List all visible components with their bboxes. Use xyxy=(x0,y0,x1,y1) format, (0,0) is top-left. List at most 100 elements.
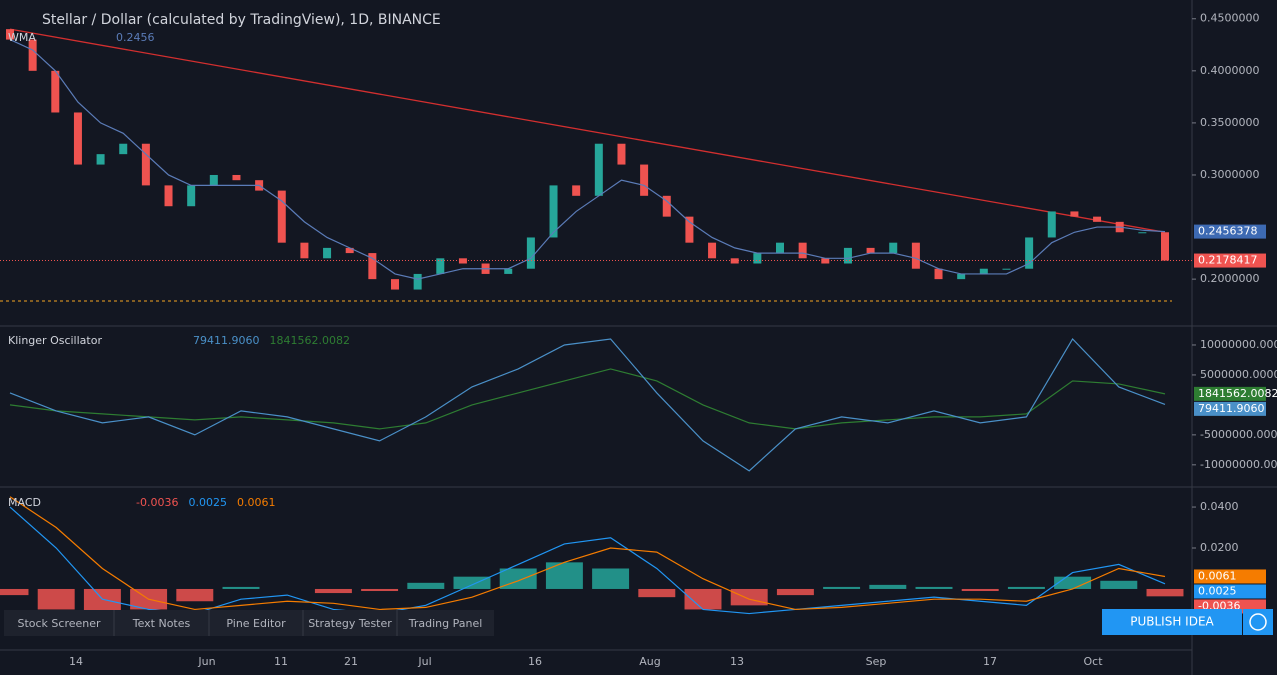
y-tick-label: 0.4500000 xyxy=(1200,12,1260,25)
candle-body xyxy=(866,247,875,254)
price-badge-label: 0.0061 xyxy=(1198,569,1237,582)
candle-body xyxy=(164,185,173,207)
candle-body xyxy=(594,143,603,196)
histogram-bar xyxy=(361,588,399,592)
legend-value: -0.0036 xyxy=(136,496,178,509)
histogram-bar xyxy=(0,588,29,596)
price-badge-label: 0.0025 xyxy=(1198,584,1237,597)
price-badge xyxy=(1194,584,1266,599)
x-tick-label: 21 xyxy=(344,655,358,668)
x-tick-label: Aug xyxy=(639,655,660,668)
candle-body xyxy=(119,143,128,155)
legend-value: 0.0061 xyxy=(237,496,276,509)
candle-body xyxy=(6,29,14,40)
price-badge-label: 0.2456378 xyxy=(1198,225,1258,238)
tab[interactable]: Strategy Tester xyxy=(308,617,392,630)
legend-value: 1841562.0082 xyxy=(269,334,349,347)
candle-body xyxy=(1070,211,1079,217)
candle-body xyxy=(934,268,943,280)
histogram-bar xyxy=(776,588,814,596)
play-button[interactable] xyxy=(1243,609,1273,635)
candle-body xyxy=(1025,237,1034,269)
y-tick-label: 5000000.0000 xyxy=(1200,368,1277,381)
y-tick-label: 0.2000000 xyxy=(1200,272,1260,285)
candle-body xyxy=(232,174,241,181)
candle-body xyxy=(413,273,422,290)
y-tick-label: 0.0200 xyxy=(1200,541,1239,554)
histogram-bar xyxy=(592,568,630,589)
price-badge xyxy=(1194,401,1266,416)
legend-value: 0.0025 xyxy=(188,496,227,509)
candle-body xyxy=(549,185,558,238)
candle-body xyxy=(209,174,218,186)
publish-button[interactable] xyxy=(1102,609,1242,635)
symbol-title[interactable]: Stellar / Dollar (calculated by TradingV… xyxy=(42,12,441,28)
candle-body xyxy=(277,190,286,243)
candle-body xyxy=(1093,216,1102,222)
legend-value: 0.2456 xyxy=(116,31,155,44)
tab[interactable]: Stock Screener xyxy=(17,617,101,630)
candle-body xyxy=(391,279,399,290)
macd-line xyxy=(9,496,1166,611)
candle-body xyxy=(979,268,988,274)
histogram-bar xyxy=(823,586,861,589)
histogram-bar xyxy=(83,588,121,614)
y-tick-label: 0.3000000 xyxy=(1200,168,1260,181)
wma-line xyxy=(9,39,1166,280)
y-tick-label: 0.0400 xyxy=(1200,500,1239,513)
candle-body xyxy=(572,185,581,196)
legend-value: 79411.9060 xyxy=(193,334,259,347)
candle-body xyxy=(368,253,377,280)
y-tick-label: -5000000.0000 xyxy=(1200,428,1277,441)
x-tick-label: 14 xyxy=(69,655,83,668)
publish-label[interactable]: PUBLISH IDEA xyxy=(1130,615,1214,629)
candle-body xyxy=(617,143,626,165)
tab[interactable]: Trading Panel xyxy=(408,617,483,630)
y-tick-label: 10000000.0000 xyxy=(1200,338,1277,351)
y-tick-label: 0.3500000 xyxy=(1200,116,1260,129)
histogram-bar xyxy=(222,586,260,589)
candle-body xyxy=(504,268,513,274)
tab[interactable]: Text Notes xyxy=(132,617,191,630)
candle-body xyxy=(753,253,762,264)
tab-bar xyxy=(4,610,494,636)
candle-body xyxy=(526,237,535,269)
histogram-bar xyxy=(915,586,953,589)
y-tick-label: -10000000.0000 xyxy=(1200,458,1277,471)
price-badge xyxy=(1194,386,1266,401)
candle-body xyxy=(1138,232,1147,234)
histogram-bar xyxy=(1146,588,1184,597)
candle-body xyxy=(662,195,671,217)
candle-body xyxy=(911,242,920,269)
price-badge xyxy=(1194,224,1266,239)
price-badge xyxy=(1194,253,1266,268)
histogram-bar xyxy=(730,588,768,606)
candle-body xyxy=(889,242,898,254)
candle-body xyxy=(1047,211,1056,238)
price-badge-label: 1841562.0082 xyxy=(1198,387,1277,400)
histogram-bar xyxy=(1100,580,1138,589)
histogram-bar xyxy=(869,584,907,589)
tab[interactable]: Pine Editor xyxy=(226,617,286,630)
y-tick-label: 0.4000000 xyxy=(1200,64,1260,77)
candle-body xyxy=(187,185,196,207)
candle-body xyxy=(323,247,332,259)
candle-body xyxy=(300,242,309,259)
candle-body xyxy=(798,242,807,259)
trendline xyxy=(9,28,1166,233)
legend-name[interactable]: Klinger Oscillator xyxy=(8,334,102,347)
histogram-bar xyxy=(961,588,999,592)
bottom-tabs: Stock Screener Text Notes Pine Editor Strat… xyxy=(4,610,494,636)
candle-body xyxy=(730,258,739,264)
legend-name[interactable]: WMA xyxy=(8,31,36,44)
candle-body xyxy=(1002,268,1011,270)
x-tick-label: 13 xyxy=(730,655,744,668)
candle-body xyxy=(776,242,784,254)
candle-body xyxy=(436,258,445,274)
histogram-bar xyxy=(176,588,214,602)
play-icon xyxy=(1249,613,1267,631)
candle-body xyxy=(640,164,649,196)
legend-name[interactable]: MACD xyxy=(8,496,41,509)
histogram-bar xyxy=(37,588,75,610)
